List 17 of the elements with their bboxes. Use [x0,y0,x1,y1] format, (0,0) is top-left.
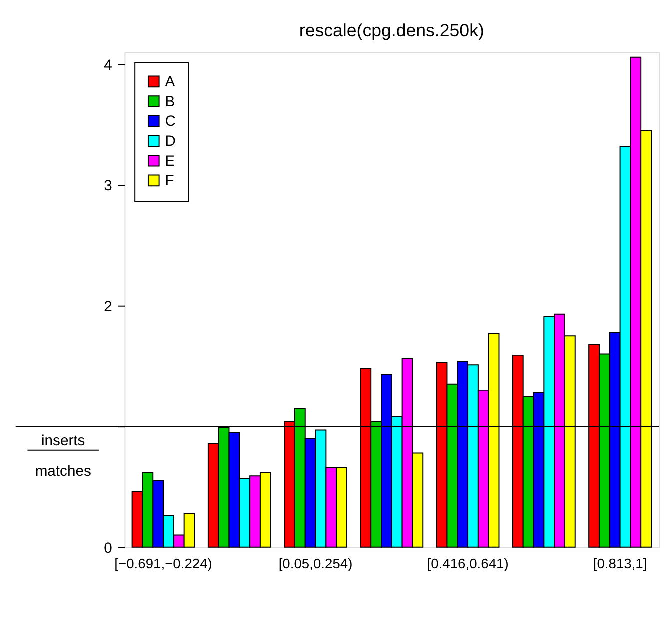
x-tick-label: [0.05,0.254) [278,556,353,572]
legend-label: C [165,114,176,130]
x-tick-label: [0.416,0.641) [427,556,509,572]
legend-label: D [165,134,176,150]
x-tick-label: [0.813,1] [593,556,648,572]
text: matches [35,464,92,480]
legend-label: E [165,154,176,170]
text: inserts [41,433,86,450]
x-tick-label: [−0.691,−0.224) [114,556,212,572]
y-tick-label: 0 [104,540,112,557]
legend-label: B [165,94,176,110]
chart-title: rescale(cpg.dens.250k) [299,20,484,41]
legend-label: F [165,174,174,190]
y-tick-label: 2 [104,299,112,316]
y-tick-label: 4 [104,58,112,74]
legend-label: A [165,74,176,91]
y-tick-label: 3 [104,178,112,195]
